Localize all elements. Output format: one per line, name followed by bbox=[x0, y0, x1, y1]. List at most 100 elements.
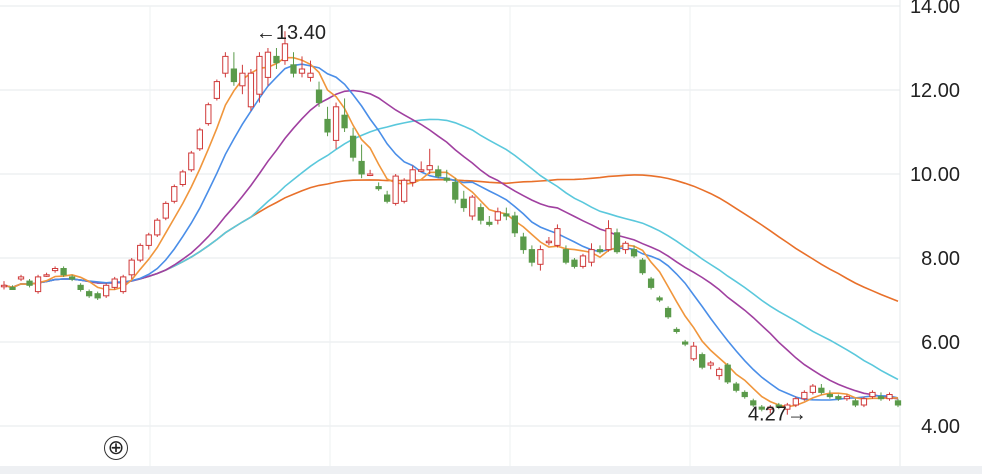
candle bbox=[664, 306, 672, 319]
candle-body bbox=[239, 72, 246, 87]
candle bbox=[886, 392, 893, 401]
candle bbox=[716, 367, 723, 380]
candle-body bbox=[358, 160, 365, 175]
candle-body bbox=[247, 72, 255, 108]
candle-body bbox=[435, 169, 442, 177]
candle bbox=[511, 211, 518, 237]
candle bbox=[707, 360, 714, 370]
candle bbox=[60, 266, 67, 277]
y-tick-label: 8.00 bbox=[921, 248, 960, 270]
candle-body bbox=[699, 354, 706, 368]
candle bbox=[94, 291, 101, 300]
candle-body bbox=[26, 280, 33, 286]
ma60-line bbox=[3, 174, 899, 303]
candle bbox=[298, 56, 306, 78]
candle-body bbox=[426, 165, 433, 171]
candle-body bbox=[0, 284, 8, 288]
candle bbox=[435, 165, 442, 179]
add-indicator-button[interactable]: ⊕ bbox=[104, 436, 128, 460]
candle-body bbox=[188, 152, 195, 171]
candle bbox=[818, 384, 825, 395]
candle-body bbox=[588, 249, 595, 263]
candle-body bbox=[724, 364, 731, 383]
candle-body bbox=[622, 242, 629, 251]
candle bbox=[409, 165, 416, 187]
candle-body bbox=[733, 383, 740, 391]
candle bbox=[171, 184, 178, 204]
candle-body bbox=[528, 249, 536, 263]
candle-body bbox=[205, 104, 212, 125]
candle bbox=[426, 148, 433, 174]
candle bbox=[179, 169, 186, 187]
candle bbox=[230, 52, 238, 86]
candle bbox=[622, 241, 629, 254]
candle-body bbox=[894, 400, 902, 406]
candle-body bbox=[375, 186, 382, 190]
candle-body bbox=[137, 244, 144, 261]
candle bbox=[281, 31, 289, 65]
candle bbox=[503, 207, 510, 221]
candle bbox=[196, 127, 203, 151]
candle bbox=[639, 258, 646, 275]
candle-body bbox=[341, 114, 348, 129]
candle bbox=[307, 60, 314, 82]
candle bbox=[469, 195, 476, 221]
candle bbox=[775, 402, 782, 410]
candle-body bbox=[298, 68, 306, 74]
candle bbox=[17, 274, 25, 282]
candle-body bbox=[384, 194, 391, 202]
candle-body bbox=[171, 186, 178, 202]
candle bbox=[605, 220, 612, 252]
candle bbox=[213, 79, 220, 101]
candlestick-series bbox=[0, 31, 902, 415]
candle-body bbox=[571, 259, 578, 267]
candle-body bbox=[230, 68, 238, 83]
candle bbox=[256, 52, 263, 103]
candle-body bbox=[349, 135, 357, 158]
candle-body bbox=[869, 391, 876, 398]
candle bbox=[384, 190, 391, 204]
candle-body bbox=[852, 400, 859, 406]
y-tick-label: 10.00 bbox=[910, 164, 960, 186]
candle bbox=[750, 398, 757, 408]
candle bbox=[843, 394, 851, 401]
low-price-annotation: 4.27→ bbox=[748, 404, 807, 426]
candle bbox=[647, 276, 655, 290]
candle bbox=[767, 405, 774, 414]
candle bbox=[349, 127, 357, 162]
candle-body bbox=[630, 249, 638, 257]
candle bbox=[162, 201, 169, 221]
high-price-annotation: ←13.40 bbox=[256, 22, 326, 44]
ma10-line bbox=[3, 63, 899, 401]
candle-body bbox=[120, 276, 127, 293]
candle bbox=[222, 52, 229, 78]
candle bbox=[51, 266, 59, 273]
candle bbox=[784, 402, 791, 415]
candle bbox=[554, 224, 561, 248]
candle-body bbox=[860, 398, 868, 406]
candle-body bbox=[409, 169, 416, 183]
candle bbox=[835, 394, 842, 401]
candle-body bbox=[656, 297, 663, 301]
candle-body bbox=[469, 196, 476, 217]
candle-body bbox=[213, 81, 220, 99]
candle-body bbox=[281, 43, 289, 62]
candle-body bbox=[818, 387, 825, 393]
ma5-line bbox=[3, 56, 898, 408]
candle-body bbox=[77, 284, 84, 290]
candle-body bbox=[613, 232, 621, 253]
candle bbox=[77, 283, 84, 292]
candle bbox=[239, 64, 246, 95]
candle bbox=[571, 258, 578, 269]
candle bbox=[452, 178, 459, 204]
candle bbox=[145, 232, 152, 250]
candle-body bbox=[716, 368, 723, 377]
candle-body bbox=[68, 276, 76, 280]
candle-body bbox=[545, 240, 553, 244]
candle bbox=[418, 161, 425, 172]
candle bbox=[630, 245, 638, 258]
plus-circle-icon: ⊕ bbox=[107, 437, 125, 459]
candle-body bbox=[886, 394, 893, 400]
candle-body bbox=[775, 404, 782, 408]
moving-average-lines bbox=[3, 56, 899, 408]
